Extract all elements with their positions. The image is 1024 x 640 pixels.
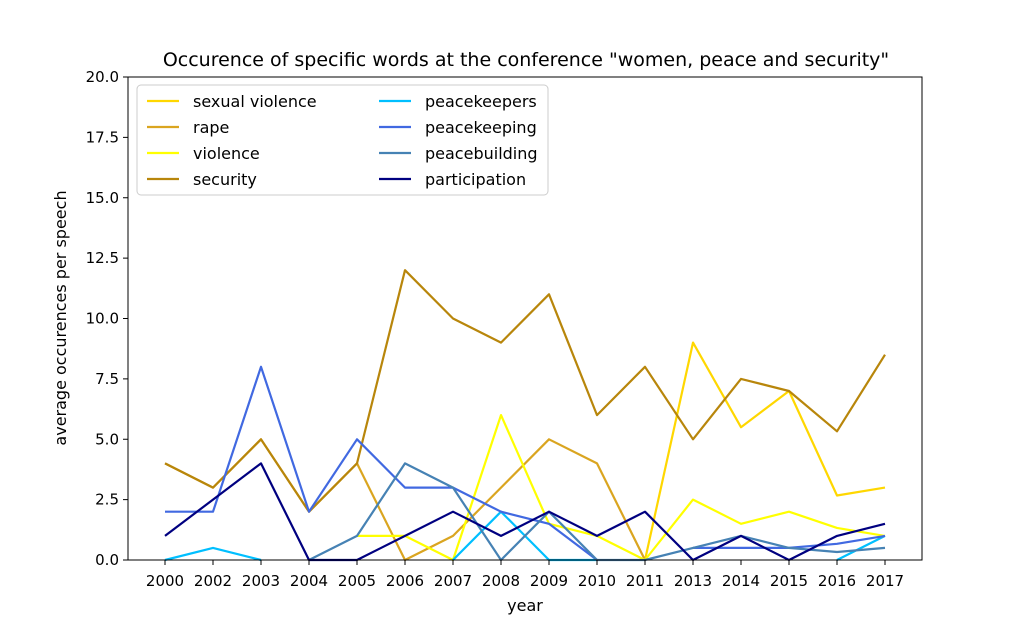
y-tick-label: 5.0 xyxy=(95,430,119,448)
series-line-peacebuilding xyxy=(308,462,886,562)
chart-title: Occurence of specific words at the confe… xyxy=(163,49,889,71)
y-tick-label: 20.0 xyxy=(86,68,119,86)
x-axis: 2000 2002 2003 2004 2005 2006 2007 2008 2009 2010… xyxy=(146,560,904,590)
legend: sexual violence rape violence security peace… xyxy=(136,84,549,196)
legend-label: peacekeepers xyxy=(425,92,537,111)
x-tick-label: 2002 xyxy=(194,572,232,590)
y-axis-label: average occurences per speech xyxy=(51,190,70,445)
x-tick-label: 2010 xyxy=(578,572,616,590)
x-axis-label: year xyxy=(507,596,543,615)
legend-label: peacekeeping xyxy=(425,118,537,137)
legend-label: violence xyxy=(193,144,260,163)
series-line-sexual-violence xyxy=(643,341,886,561)
legend-box xyxy=(136,84,549,196)
y-axis: 0.0 2.5 5.0 7.5 10.0 12.5 15.0 17.5 20.0 xyxy=(86,68,128,569)
x-tick-label: 2006 xyxy=(386,572,424,590)
y-tick-label: 7.5 xyxy=(95,370,119,388)
y-tick-label: 10.0 xyxy=(86,310,119,328)
x-tick-label: 2008 xyxy=(482,572,520,590)
x-tick-label: 2017 xyxy=(866,572,904,590)
y-tick-label: 0.0 xyxy=(95,551,119,569)
x-tick-label: 2013 xyxy=(674,572,712,590)
legend-label: rape xyxy=(193,118,229,137)
series-line-security xyxy=(164,269,886,513)
x-tick-label: 2009 xyxy=(530,572,568,590)
x-tick-label: 2007 xyxy=(434,572,472,590)
x-tick-label: 2003 xyxy=(242,572,280,590)
x-tick-label: 2015 xyxy=(770,572,808,590)
y-tick-label: 17.5 xyxy=(86,128,119,146)
y-tick-label: 15.0 xyxy=(86,189,119,207)
y-tick-label: 2.5 xyxy=(95,491,119,509)
series-line-violence xyxy=(357,414,886,562)
legend-label: security xyxy=(193,170,257,189)
legend-label: participation xyxy=(425,170,526,189)
x-tick-label: 2004 xyxy=(290,572,328,590)
legend-label: sexual violence xyxy=(193,92,317,111)
x-tick-label: 2005 xyxy=(338,572,376,590)
x-tick-label: 2016 xyxy=(818,572,856,590)
x-tick-label: 2014 xyxy=(722,572,760,590)
legend-label: peacebuilding xyxy=(425,144,538,163)
y-tick-label: 12.5 xyxy=(86,249,119,267)
plot-area xyxy=(164,269,886,562)
x-tick-label: 2000 xyxy=(146,572,184,590)
series-line-participation xyxy=(164,462,886,562)
x-tick-label: 2011 xyxy=(626,572,664,590)
